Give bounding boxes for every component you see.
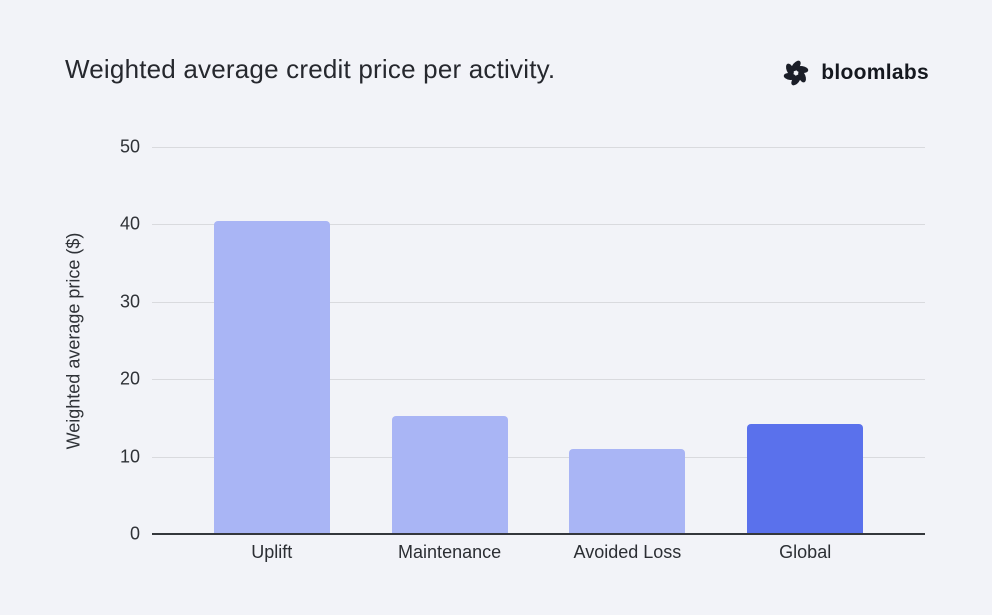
- x-label-uplift: Uplift: [251, 542, 293, 562]
- x-label-maintenance: Maintenance: [398, 542, 502, 562]
- bar-slot-global: [747, 147, 864, 534]
- y-tick-label-40: 40: [119, 213, 140, 234]
- gridline-y-30: [152, 301, 925, 303]
- bar-chart-plot-area: Weighted average price ($) 0 10 20 30 40 50 U…: [64, 137, 925, 562]
- x-label-global: Global: [779, 542, 832, 562]
- gridline-y-20: [152, 379, 925, 381]
- gridline-y-50: [152, 147, 925, 148]
- bar-slot-maintenance: [391, 147, 508, 534]
- x-axis-line: [152, 533, 925, 535]
- bar-avoided-loss: [569, 448, 686, 534]
- bar-slot-avoided-loss: [569, 147, 686, 534]
- brand-name: bloomlabs: [821, 61, 929, 84]
- bar-maintenance: [391, 415, 508, 534]
- bar-uplift: [213, 221, 330, 534]
- bar-slot-uplift: [213, 147, 330, 534]
- x-axis-labels: Uplift Maintenance Avoided Loss Global: [152, 542, 925, 563]
- y-tick-label-30: 30: [119, 291, 140, 312]
- gridline-y-40: [152, 224, 925, 226]
- bars-layer: [152, 147, 925, 534]
- y-tick-label-0: 0: [129, 523, 140, 544]
- x-label-avoided-loss: Avoided Loss: [573, 542, 682, 562]
- y-tick-label-20: 20: [119, 368, 140, 389]
- y-tick-label-10: 10: [119, 446, 140, 467]
- y-axis-title: Weighted average price ($): [63, 232, 84, 449]
- chart-title: Weighted average credit price per activi…: [65, 54, 556, 84]
- gridline-y-10: [152, 456, 925, 458]
- brand: bloomlabs: [780, 56, 929, 90]
- bar-global: [747, 424, 864, 534]
- bloomlabs-logo-icon: [784, 60, 809, 86]
- y-tick-label-50: 50: [119, 136, 140, 157]
